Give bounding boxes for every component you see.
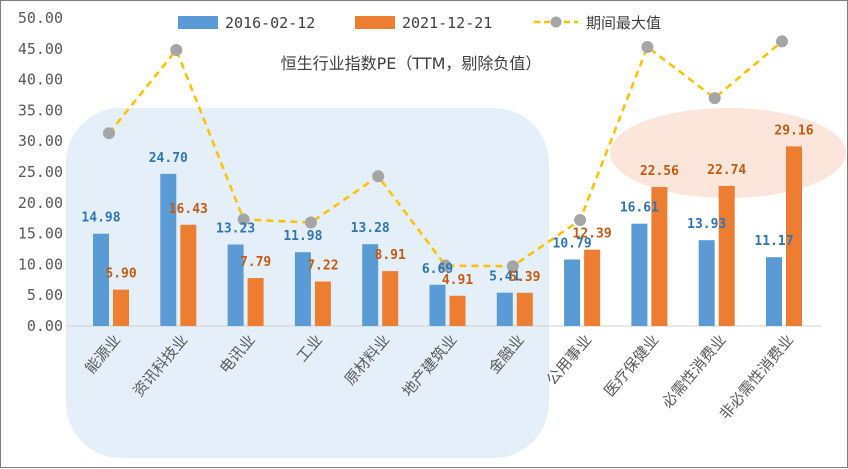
data-label-series-1: 5.41 (489, 270, 520, 285)
y-tick-label: 30.00 (18, 132, 63, 150)
bar-series-2 (382, 271, 399, 326)
highlight-region-orange (610, 108, 846, 198)
legend-label-series-1: 2016-02-12 (225, 14, 315, 32)
y-tick-label: 35.00 (18, 101, 63, 119)
data-label-series-1: 13.28 (351, 221, 390, 236)
data-label-series-2: 16.43 (169, 202, 208, 217)
data-label-series-2: 5.39 (509, 270, 540, 285)
data-label-series-1: 6.69 (422, 262, 453, 277)
legend-label-series-3: 期间最大值 (586, 14, 661, 32)
bar-series-1 (93, 233, 109, 326)
bar-series-2 (584, 249, 601, 326)
legend-marker-series-3 (550, 16, 562, 28)
bar-series-1 (698, 240, 715, 326)
y-tick-label: 0.00 (27, 317, 63, 335)
data-label-series-1: 13.93 (687, 217, 726, 232)
line-series-3 (108, 40, 783, 268)
bar-series-2 (180, 224, 197, 326)
bar-series-2 (113, 289, 129, 326)
data-label-series-2: 12.39 (573, 227, 612, 242)
y-axis: 0.00 5.00 10.00 15.00 20.00 25.00 30.00 35.00 40… (18, 9, 63, 335)
line-marker-series-3 (372, 170, 385, 183)
category-label: 必需性消费业 (658, 331, 730, 412)
bar-series-2 (786, 146, 802, 326)
line-marker-series-3 (170, 44, 183, 57)
y-tick-label: 15.00 (18, 225, 63, 243)
data-label-series-2: 22.74 (707, 163, 746, 178)
data-label-series-2: 5.90 (105, 267, 136, 282)
data-label-series-2: 8.91 (375, 248, 406, 263)
category-label: 公用事业 (543, 331, 595, 389)
legend: 2016-02-12 2021-12-21 期间最大值 (178, 14, 661, 32)
legend-swatch-series-1 (178, 16, 218, 29)
data-label-series-1: 11.17 (754, 234, 793, 249)
data-label-series-1: 16.61 (620, 201, 659, 216)
bar-series-1 (160, 173, 177, 326)
bar-series-1 (564, 259, 581, 326)
line-marker-series-3 (304, 216, 317, 229)
bar-series-2 (247, 278, 264, 326)
bar-series-2 (651, 187, 668, 326)
line-marker-series-3 (641, 40, 654, 53)
line-marker-series-3 (776, 35, 788, 48)
line-marker-series-3 (708, 92, 721, 105)
data-label-series-2: 4.91 (442, 273, 473, 288)
data-label-series-2: 7.22 (307, 259, 338, 274)
bar-layer (93, 146, 802, 326)
data-label-series-2: 29.16 (774, 123, 813, 138)
bar-series-1 (362, 244, 379, 326)
chart-title: 恒生行业指数PE（TTM，剔除负值） (281, 54, 542, 73)
y-tick-label: 40.00 (18, 71, 63, 89)
bar-series-1 (496, 292, 513, 326)
line-marker-series-3 (574, 214, 587, 227)
bar-series-2 (516, 292, 533, 326)
y-tick-label: 50.00 (18, 9, 63, 27)
line-marker-series-3 (506, 260, 519, 273)
bar-series-1 (631, 223, 648, 326)
category-label: 非必需性消费业 (716, 331, 797, 423)
y-tick-label: 20.00 (18, 194, 63, 212)
data-label-series-2: 7.79 (240, 255, 271, 270)
bar-series-1 (294, 252, 311, 326)
bar-series-1 (227, 244, 244, 326)
bar-series-1 (429, 284, 446, 326)
data-label-series-1: 11.98 (283, 229, 322, 244)
bar-series-2 (314, 281, 331, 326)
line-marker-series-3 (237, 213, 250, 226)
y-tick-label: 5.00 (27, 286, 63, 304)
bar-series-2 (449, 295, 466, 326)
y-tick-label: 45.00 (18, 40, 63, 58)
y-tick-label: 25.00 (18, 163, 63, 181)
legend-label-series-2: 2021-12-21 (402, 14, 492, 32)
bar-series-1 (766, 257, 782, 326)
data-label-layer: 14.98 5.90 24.70 16.43 13.23 7.79 11.98 7.22 13.… (81, 123, 813, 287)
line-layer (103, 35, 788, 273)
line-marker-series-3 (439, 259, 452, 272)
data-label-series-1: 13.23 (216, 222, 255, 237)
line-marker-series-3 (103, 127, 115, 140)
data-label-series-1: 24.70 (149, 151, 188, 166)
category-label: 医疗保健业 (600, 331, 662, 400)
legend-swatch-series-2 (355, 16, 395, 29)
data-label-series-1: 14.98 (81, 211, 120, 226)
data-label-series-1: 10.79 (553, 237, 592, 252)
bar-series-2 (718, 185, 735, 326)
y-tick-label: 10.00 (18, 255, 63, 273)
data-label-series-2: 22.56 (640, 164, 679, 179)
